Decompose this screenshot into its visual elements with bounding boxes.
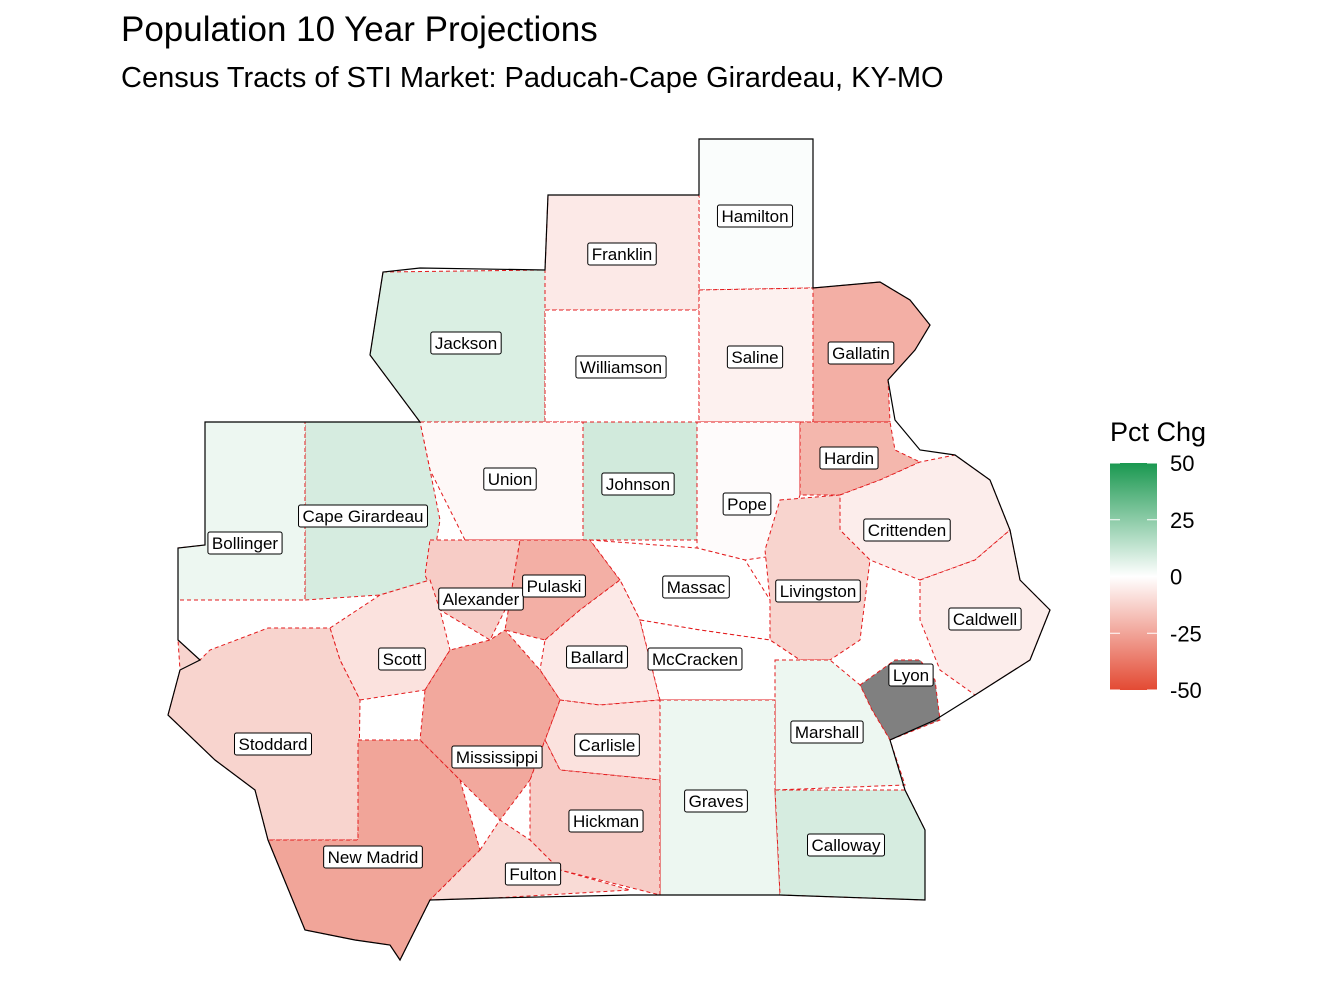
county-label-box-mississippi (451, 745, 543, 769)
county-label-box-fulton (504, 862, 562, 886)
county-label-box-pulaski (522, 574, 586, 598)
legend-title: Pct Chg (1110, 417, 1206, 447)
county-label-box-pope (722, 492, 772, 516)
county-label-box-scott (378, 647, 426, 671)
legend-tick-label: 0 (1170, 565, 1182, 590)
county-label-mccracken: McCracken (652, 650, 738, 669)
county-label-calloway: Calloway (812, 836, 881, 855)
county-label-box-williamson (575, 355, 667, 379)
county-label-gallatin: Gallatin (832, 344, 890, 363)
county-ballard (539, 579, 661, 706)
map-subtitle: Census Tracts of STI Market: Paducah-Cap… (121, 62, 944, 94)
county-label-ballard: Ballard (571, 648, 624, 667)
county-label-box-lyon (888, 663, 934, 687)
county-label-box-ballard (566, 645, 628, 669)
county-label-marshall: Marshall (795, 723, 859, 742)
county-label-stoddard: Stoddard (239, 735, 308, 754)
county-livingston (764, 494, 871, 661)
county-label-box-graves (684, 789, 748, 813)
county-label-scott: Scott (383, 650, 422, 669)
market-outline (167, 138, 1051, 962)
county-label-pope: Pope (727, 495, 767, 514)
map-title: Population 10 Year Projections (121, 10, 598, 49)
county-label-carlisle: Carlisle (579, 736, 636, 755)
county-label-cape-girardeau: Cape Girardeau (303, 507, 424, 526)
legend-ticks: 50 25 0 -25 -50 (1110, 451, 1202, 703)
legend-tick-label: -25 (1170, 621, 1202, 646)
county-label-box-hickman (568, 809, 644, 833)
county-label-mississippi: Mississippi (456, 748, 538, 767)
county-label-box-union (483, 467, 537, 491)
county-label-hickman: Hickman (573, 812, 639, 831)
county-label-union: Union (488, 470, 532, 489)
county-label-graves: Graves (689, 792, 744, 811)
county-label-box-crittenden (863, 518, 951, 542)
county-label-saline: Saline (731, 348, 778, 367)
county-label-box-massac (662, 575, 730, 599)
county-label-crittenden: Crittenden (868, 521, 946, 540)
county-label-box-livingston (775, 579, 861, 603)
county-label-box-new-madrid (323, 845, 423, 869)
county-label-box-franklin (587, 242, 657, 266)
county-label-lyon: Lyon (893, 666, 929, 685)
legend: Pct Chg 50 25 0 -25 -50 (1110, 417, 1206, 703)
county-label-jackson: Jackson (435, 334, 497, 353)
county-mississippi (419, 629, 561, 821)
county-label-livingston: Livingston (780, 582, 857, 601)
county-label-fulton: Fulton (509, 865, 556, 884)
county-label-williamson: Williamson (580, 358, 662, 377)
labels-layer: Hamilton Franklin Jackson Williamson Saline G… (207, 204, 1022, 886)
county-label-box-mccracken (647, 647, 743, 671)
county-label-hamilton: Hamilton (721, 207, 788, 226)
county-label-alexander: Alexander (443, 590, 520, 609)
county-label-box-gallatin (827, 341, 895, 365)
county-label-box-caldwell (948, 607, 1022, 631)
county-label-hardin: Hardin (824, 449, 874, 468)
county-label-box-cape-girardeau (298, 504, 428, 528)
county-label-johnson: Johnson (606, 475, 670, 494)
county-label-box-bollinger (207, 531, 283, 555)
county-label-box-alexander (438, 587, 524, 611)
county-label-box-stoddard (234, 732, 312, 756)
county-label-box-jackson (430, 331, 502, 355)
legend-tick-label: 25 (1170, 508, 1194, 533)
county-label-box-carlisle (574, 733, 640, 757)
county-label-caldwell: Caldwell (953, 610, 1017, 629)
county-label-box-johnson (601, 472, 675, 496)
county-label-box-calloway (807, 833, 885, 857)
county-label-new-madrid: New Madrid (328, 848, 419, 867)
legend-tick-label: -50 (1170, 678, 1202, 703)
legend-tick-label: 50 (1170, 451, 1194, 476)
county-label-box-marshall (790, 720, 864, 744)
county-label-box-hamilton (716, 204, 794, 228)
county-fulton (428, 819, 631, 901)
county-label-box-saline (726, 345, 784, 369)
county-label-franklin: Franklin (592, 245, 652, 264)
county-label-pulaski: Pulaski (527, 577, 582, 596)
county-bollinger (177, 421, 306, 601)
county-label-box-hardin (819, 446, 879, 470)
county-label-massac: Massac (667, 578, 726, 597)
county-label-bollinger: Bollinger (212, 534, 278, 553)
